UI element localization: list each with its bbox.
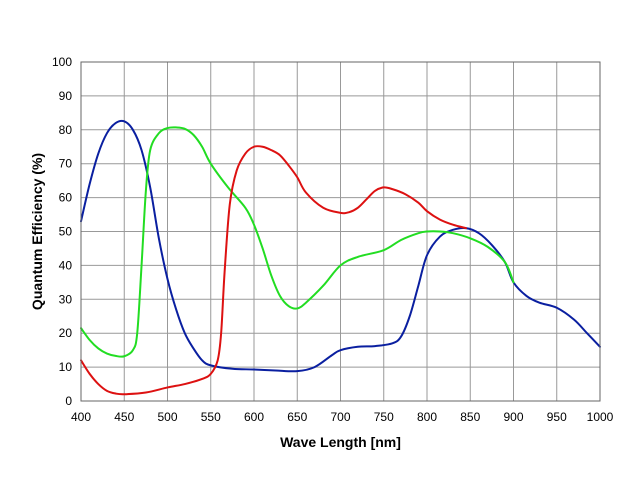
x-tick-label: 450 [114, 410, 134, 424]
x-tick-label: 850 [460, 410, 480, 424]
y-axis-label: Quantum Efficiency (%) [29, 153, 45, 310]
y-tick-label: 20 [59, 326, 73, 340]
y-tick-label: 60 [59, 191, 73, 205]
x-tick-label: 700 [330, 410, 350, 424]
x-tick-label: 550 [201, 410, 221, 424]
x-tick-label: 750 [374, 410, 394, 424]
y-tick-label: 10 [59, 360, 73, 374]
series-line-1 [80, 126, 515, 358]
x-tick-label: 800 [417, 410, 437, 424]
x-tick-label: 500 [157, 410, 177, 424]
y-tick-label: 100 [52, 55, 72, 69]
y-tick-label: 50 [59, 225, 73, 239]
x-tick-label: 950 [547, 410, 567, 424]
x-tick-label: 400 [71, 410, 91, 424]
y-tick-label: 0 [65, 394, 72, 408]
series-line-2 [80, 145, 467, 396]
x-tick-label: 1000 [587, 410, 614, 424]
y-tick-label: 40 [59, 258, 73, 272]
y-tick-labels: 0 10 20 30 40 50 60 70 80 90 100 [52, 55, 72, 408]
x-tick-label: 900 [503, 410, 523, 424]
plot-frame [80, 61, 601, 402]
series-lines [80, 119, 601, 396]
x-tick-label: 650 [287, 410, 307, 424]
y-tick-label: 70 [59, 157, 73, 171]
x-axis-label: Wave Length [nm] [280, 434, 401, 450]
y-tick-label: 30 [59, 292, 73, 306]
y-tick-label: 90 [59, 89, 73, 103]
x-tick-labels: 400 450 500 550 600 650 700 750 800 850 900 950 1000 [71, 410, 614, 424]
y-tick-label: 80 [59, 123, 73, 137]
x-tick-label: 600 [244, 410, 264, 424]
